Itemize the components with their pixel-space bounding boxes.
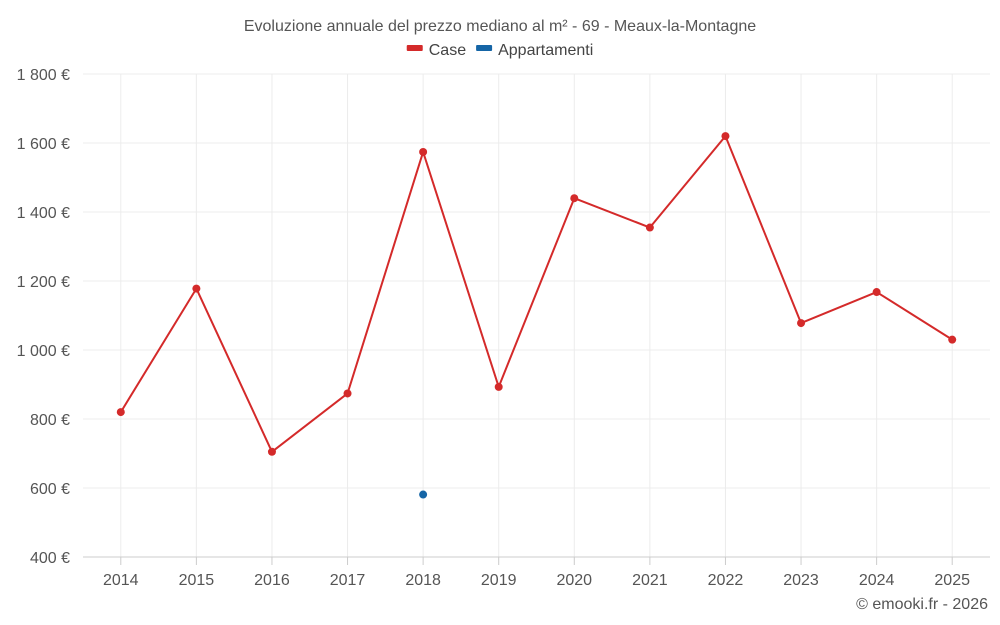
legend-swatch [476, 45, 493, 51]
data-point-case[interactable] [570, 194, 579, 203]
y-tick-label: 1 600 € [17, 136, 70, 153]
x-tick-label: 2024 [859, 572, 895, 589]
grid [83, 73, 990, 558]
data-point-case[interactable] [797, 319, 806, 328]
y-tick-label: 800 € [30, 412, 70, 429]
y-tick-label: 1 200 € [17, 274, 70, 291]
x-tick-label: 2021 [632, 572, 668, 589]
legend-label: Case [429, 42, 466, 59]
y-tick-label: 1 800 € [17, 67, 70, 84]
data-point-case[interactable] [267, 447, 276, 456]
series-line-case [119, 135, 953, 453]
x-tick-label: 2023 [783, 572, 819, 589]
data-point-case[interactable] [948, 335, 957, 344]
data-point-case[interactable] [494, 382, 503, 391]
data-point-case[interactable] [116, 408, 125, 417]
x-tick-label: 2022 [708, 572, 744, 589]
x-tick-label: 2017 [330, 572, 366, 589]
x-tick-label: 2015 [179, 572, 215, 589]
x-tick-label: 2025 [934, 572, 970, 589]
x-tick-label: 2019 [481, 572, 517, 589]
legend-item-case[interactable]: Case [406, 42, 466, 59]
x-axis: 2014 2015 2016 2017 2018 2019 2020 2021 2022 2023… [103, 557, 970, 589]
y-tick-label: 400 € [30, 550, 70, 567]
legend: Case Appartamenti [406, 42, 593, 59]
data-point-appartamenti[interactable] [419, 490, 428, 499]
y-tick-label: 600 € [30, 481, 70, 498]
credit-text: © emooki.fr - 2026 [856, 596, 988, 613]
data-point-case[interactable] [192, 284, 201, 293]
y-tick-label: 1 400 € [17, 205, 70, 222]
data-point-case[interactable] [721, 132, 730, 141]
y-tick-label: 1 000 € [17, 343, 70, 360]
legend-swatch [406, 45, 423, 51]
series-layer [116, 132, 957, 499]
data-point-case[interactable] [343, 389, 352, 398]
legend-label: Appartamenti [498, 42, 593, 59]
x-tick-label: 2014 [103, 572, 139, 589]
legend-item-appartamenti[interactable]: Appartamenti [476, 42, 593, 59]
x-tick-label: 2016 [254, 572, 290, 589]
x-tick-label: 2020 [556, 572, 592, 589]
chart-title: Evoluzione annuale del prezzo mediano al… [244, 18, 756, 35]
x-tick-label: 2018 [405, 572, 441, 589]
data-point-case[interactable] [645, 223, 654, 232]
data-point-case[interactable] [419, 147, 428, 156]
y-axis: 400 € 600 € 800 € 1 000 € 1 200 € 1 400 € 1 60… [17, 67, 70, 567]
data-point-case[interactable] [872, 288, 881, 297]
